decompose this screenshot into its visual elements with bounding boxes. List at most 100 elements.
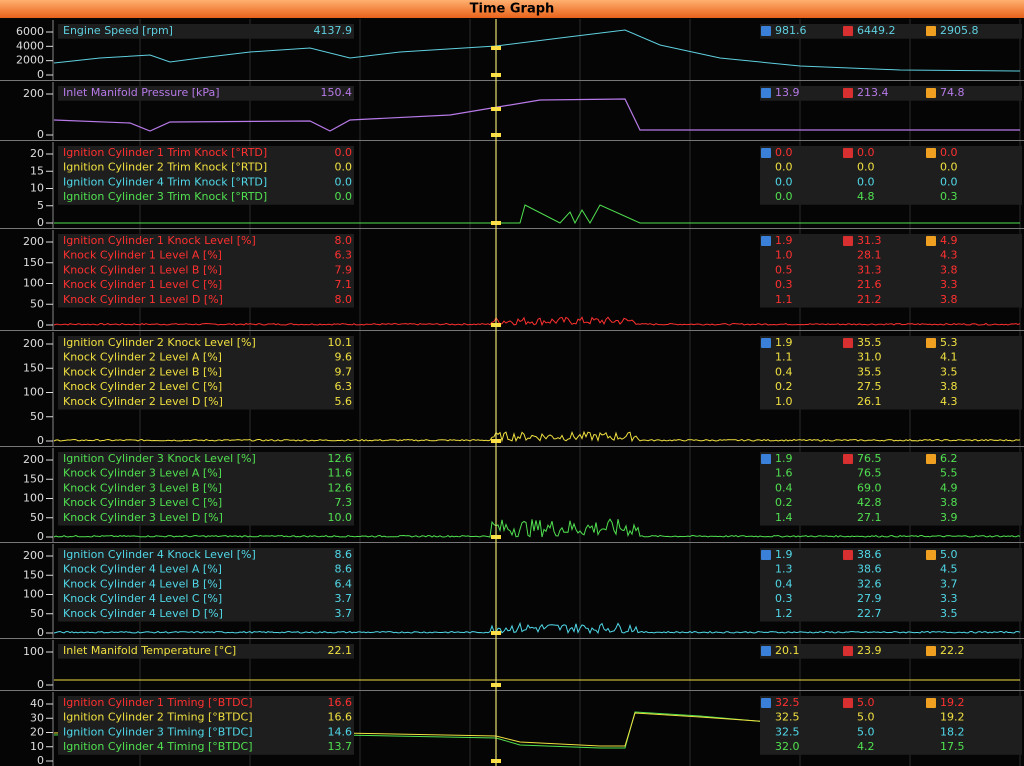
- channel-avg: 19.2: [940, 711, 965, 724]
- y-tick-label: 0: [37, 626, 44, 639]
- max-icon: [843, 646, 853, 656]
- channel-min: 0.3: [775, 592, 793, 605]
- channel-value: 4137.9: [314, 24, 353, 37]
- y-tick-label: 15: [30, 164, 44, 177]
- channel-avg: 3.8: [940, 263, 958, 276]
- channel-name: Inlet Manifold Pressure [kPa]: [63, 86, 220, 99]
- channel-name: Knock Cylinder 4 Level D [%]: [63, 607, 223, 620]
- channel-max: 27.5: [857, 380, 882, 393]
- channel-max: 42.8: [857, 496, 882, 509]
- y-tick-label: 200: [23, 235, 44, 248]
- channel-value: 22.1: [328, 644, 353, 657]
- channel-min: 1.9: [775, 548, 793, 561]
- channel-value: 8.0: [335, 293, 353, 306]
- channel-max: 0.0: [857, 146, 875, 159]
- channel-value: 7.9: [335, 263, 353, 276]
- max-icon: [843, 698, 853, 708]
- channel-avg: 4.3: [940, 395, 958, 408]
- avg-icon: [926, 26, 936, 36]
- channel-name: Knock Cylinder 3 Level C [%]: [63, 496, 222, 509]
- y-tick-label: 0: [37, 216, 44, 229]
- min-icon: [761, 236, 771, 246]
- min-icon: [761, 646, 771, 656]
- channel-avg: 2905.8: [940, 24, 979, 37]
- channel-max: 22.7: [857, 607, 882, 620]
- channel-min: 981.6: [775, 24, 807, 37]
- channel-name: Ignition Cylinder 1 Trim Knock [°RTD]: [63, 146, 267, 159]
- channel-avg: 4.1: [940, 351, 958, 364]
- trace: [54, 204, 1020, 225]
- label-box: [58, 24, 354, 39]
- channel-max: 0.0: [857, 161, 875, 174]
- channel-max: 21.6: [857, 278, 882, 291]
- label-box: [58, 696, 354, 755]
- trace: [53, 98, 1020, 132]
- channel-min: 0.0: [775, 146, 793, 159]
- y-tick-label: 20: [30, 726, 44, 739]
- channel-max: 27.1: [857, 511, 882, 524]
- max-icon: [843, 550, 853, 560]
- channel-min: 0.2: [775, 496, 793, 509]
- y-tick-label: 150: [23, 568, 44, 581]
- channel-value: 0.0: [335, 146, 353, 159]
- channel-value: 10.0: [328, 511, 353, 524]
- title-bar: [0, 0, 1024, 18]
- y-tick-label: 100: [23, 645, 44, 658]
- max-icon: [843, 26, 853, 36]
- stats-box: [760, 548, 1022, 622]
- channel-max: 6449.2: [857, 24, 896, 37]
- y-tick-label: 0: [37, 754, 44, 766]
- y-tick-label: 50: [30, 511, 44, 524]
- y-tick-label: 100: [23, 588, 44, 601]
- channel-name: Knock Cylinder 4 Level B [%]: [63, 577, 222, 590]
- max-icon: [843, 88, 853, 98]
- channel-min: 0.4: [775, 481, 793, 494]
- channel-name: Ignition Cylinder 4 Knock Level [%]: [63, 548, 256, 561]
- trace: [53, 29, 1021, 72]
- channel-min: 1.1: [775, 351, 793, 364]
- stats-box: [760, 336, 1022, 410]
- channel-value: 12.6: [328, 481, 353, 494]
- avg-icon: [926, 454, 936, 464]
- max-icon: [843, 454, 853, 464]
- channel-name: Ignition Cylinder 2 Timing [°BTDC]: [63, 711, 253, 724]
- channel-min: 0.2: [775, 380, 793, 393]
- channel-name: Knock Cylinder 2 Level A [%]: [63, 351, 222, 364]
- channel-min: 13.9: [775, 86, 800, 99]
- channel-min: 0.3: [775, 278, 793, 291]
- channel-avg: 3.8: [940, 380, 958, 393]
- channel-max: 21.2: [857, 293, 882, 306]
- channel-avg: 3.3: [940, 592, 958, 605]
- channel-avg: 4.9: [940, 481, 958, 494]
- y-tick-label: 2000: [16, 54, 44, 67]
- channel-avg: 17.5: [940, 740, 965, 753]
- y-tick-label: 150: [23, 256, 44, 269]
- channel-max: 35.5: [857, 336, 882, 349]
- label-box: [58, 644, 354, 659]
- channel-min: 20.1: [775, 644, 800, 657]
- channel-value: 11.6: [328, 467, 353, 480]
- channel-avg: 0.0: [940, 175, 958, 188]
- y-tick-label: 40: [30, 697, 44, 710]
- channel-avg: 19.2: [940, 696, 965, 709]
- stats-box: [760, 452, 1022, 526]
- channel-avg: 5.5: [940, 467, 958, 480]
- y-tick-label: 100: [23, 386, 44, 399]
- channel-value: 10.1: [328, 336, 353, 349]
- label-box: [58, 86, 354, 101]
- y-tick-label: 30: [30, 711, 44, 724]
- channel-min: 0.0: [775, 190, 793, 203]
- y-tick-label: 50: [30, 607, 44, 620]
- channel-max: 35.5: [857, 365, 882, 378]
- channel-max: 5.0: [857, 696, 875, 709]
- channel-value: 6.3: [335, 249, 353, 262]
- y-tick-label: 200: [23, 549, 44, 562]
- channel-min: 32.5: [775, 711, 800, 724]
- channel-avg: 3.8: [940, 293, 958, 306]
- label-box: [58, 548, 354, 622]
- channel-avg: 6.2: [940, 452, 958, 465]
- channel-min: 1.9: [775, 234, 793, 247]
- channel-name: Ignition Cylinder 4 Trim Knock [°RTD]: [63, 175, 267, 188]
- channel-min: 1.6: [775, 467, 793, 480]
- channel-avg: 3.3: [940, 278, 958, 291]
